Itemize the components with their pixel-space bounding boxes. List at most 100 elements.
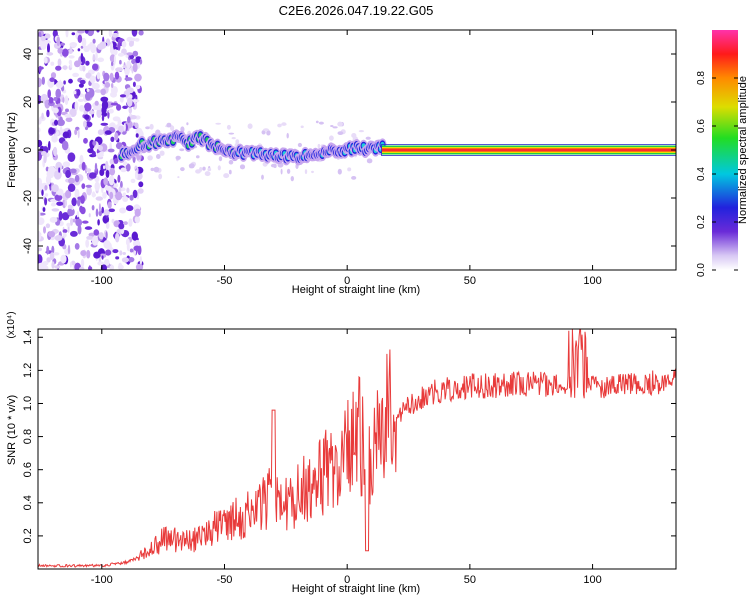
noise-speck (114, 71, 120, 80)
noise-speck (109, 72, 114, 82)
noise-speck (44, 185, 48, 191)
noise-speck (100, 165, 103, 170)
noise-speck (45, 223, 51, 229)
noise-speck (54, 194, 63, 202)
noise-speck (329, 135, 334, 141)
noise-speck (73, 90, 77, 95)
noise-speck (96, 72, 101, 80)
noise-speck (65, 172, 71, 178)
noise-speck (87, 148, 94, 154)
noise-speck (98, 145, 103, 152)
noise-speck (65, 117, 73, 123)
noise-speck (111, 83, 114, 88)
noise-speck (79, 154, 84, 165)
noise-speck (88, 213, 91, 218)
noise-speck (86, 235, 94, 240)
noise-speck (100, 122, 109, 126)
noise-speck (204, 171, 211, 177)
noise-speck (85, 72, 92, 79)
noise-speck (86, 249, 91, 259)
noise-speck (112, 249, 119, 254)
noise-speck (91, 205, 95, 211)
noise-speck (119, 59, 122, 65)
noise-speck (261, 130, 266, 135)
noise-speck (124, 66, 130, 76)
noise-speck (49, 77, 55, 82)
noise-speck (105, 160, 109, 170)
noise-speck (126, 187, 130, 194)
noise-speck (44, 99, 51, 109)
noise-speck (102, 191, 107, 199)
noise-speck (129, 194, 134, 201)
noise-speck (82, 220, 89, 224)
noise-speck (58, 167, 61, 173)
noise-speck (97, 57, 105, 63)
noise-speck (290, 176, 294, 182)
y-tick-label: 0.6 (22, 462, 34, 477)
noise-speck (261, 174, 264, 180)
noise-speck (117, 41, 121, 51)
noise-speck (130, 115, 137, 120)
noise-speck (97, 219, 100, 226)
noise-speck (111, 61, 114, 67)
noise-speck (50, 72, 57, 79)
noise-speck (138, 181, 144, 188)
noise-speck (128, 257, 135, 263)
noise-speck (93, 251, 101, 259)
noise-speck (49, 216, 58, 223)
noise-speck (300, 125, 304, 129)
noise-speck (62, 65, 68, 70)
noise-speck (41, 189, 44, 196)
noise-speck (180, 167, 185, 172)
noise-speck (60, 42, 66, 46)
noise-speck (70, 230, 78, 237)
noise-speck (92, 53, 96, 61)
y-tick-label: 1.2 (22, 363, 34, 378)
noise-speck (96, 152, 104, 158)
noise-speck (98, 203, 101, 213)
y-tick-label: -40 (22, 238, 34, 254)
y-tick-label: -20 (22, 190, 34, 206)
x-tick-label: 0 (344, 275, 350, 287)
noise-speck (337, 131, 344, 136)
noise-speck (128, 107, 133, 114)
noise-speck (113, 183, 119, 188)
noise-speck (38, 254, 43, 265)
spectrogram-xlabel: Height of straight line (km) (292, 284, 420, 296)
noise-speck (351, 176, 357, 180)
noise-speck (117, 119, 122, 126)
snr-series-line (38, 329, 676, 568)
noise-speck (74, 101, 79, 111)
noise-speck (56, 36, 61, 47)
noise-speck (133, 245, 141, 252)
noise-speck (84, 114, 90, 120)
noise-speck (215, 122, 222, 125)
noise-speck (57, 58, 62, 67)
spectrogram-ticks: -100 -50 0 50 100 -40 -20 0 20 40 (22, 30, 676, 287)
noise-speck (51, 208, 60, 212)
noise-speck (54, 235, 63, 241)
noise-speck (68, 55, 75, 59)
noise-speck (107, 148, 115, 153)
noise-speck (38, 217, 45, 225)
noise-speck (207, 167, 212, 172)
noise-speck (103, 72, 110, 82)
noise-speck (77, 48, 81, 52)
noise-speck (86, 88, 90, 93)
noise-speck (108, 175, 115, 186)
noise-speck (64, 113, 72, 118)
noise-speck (65, 108, 69, 113)
noise-speck (119, 207, 127, 214)
noise-speck (52, 252, 60, 256)
noise-speck (38, 65, 42, 73)
noise-speck (81, 183, 86, 190)
noise-speck (317, 143, 321, 149)
noise-speck (64, 95, 69, 106)
noise-speck (74, 129, 78, 136)
noise-speck (84, 30, 89, 34)
noise-speck (105, 222, 110, 230)
noise-speck (122, 192, 127, 198)
noise-speck (115, 232, 120, 243)
noise-speck (116, 104, 122, 111)
noise-speck (51, 245, 55, 255)
